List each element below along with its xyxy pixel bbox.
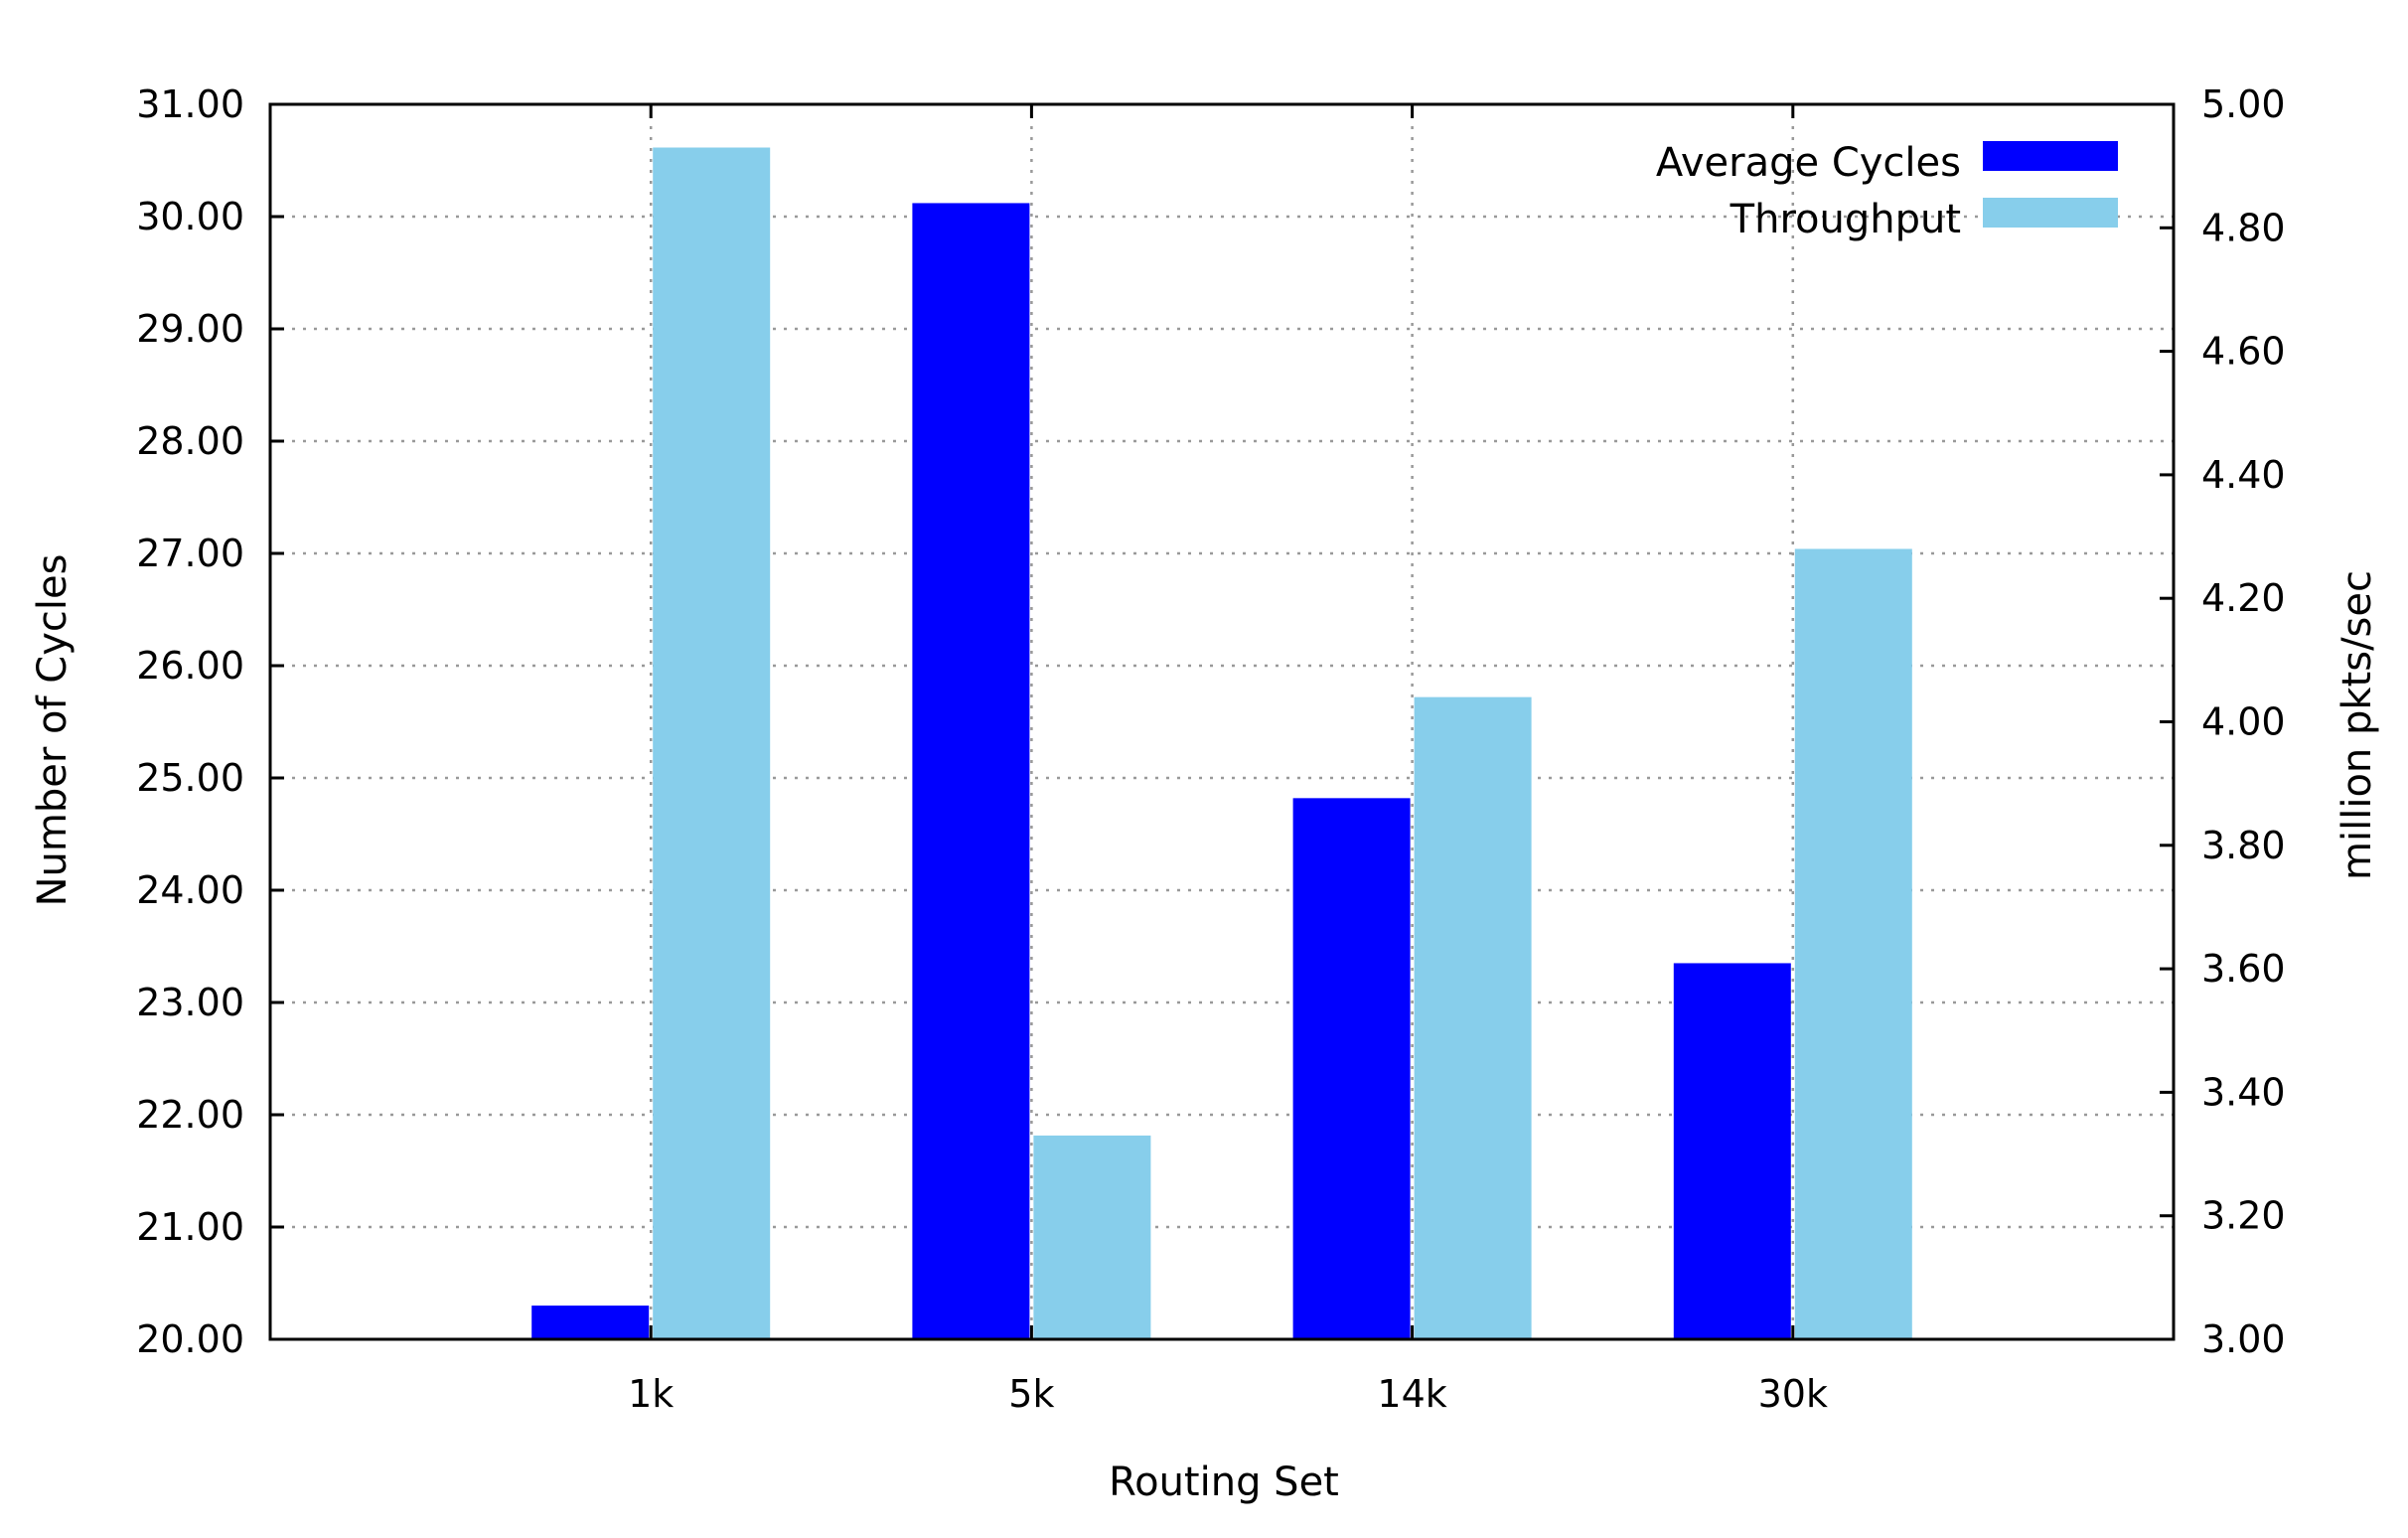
grid-lines bbox=[270, 104, 2174, 1339]
y2-axis-tick-labels: 3.00 3.20 3.40 3.60 3.80 4.00 4.20 4.40 4.60 4.80… bbox=[2201, 82, 2286, 1361]
y-tick-label: 28.00 bbox=[136, 419, 244, 463]
y2-tick-label: 4.60 bbox=[2201, 330, 2286, 374]
x-axis-title: Routing Set bbox=[1109, 1460, 1339, 1505]
y2-tick-label: 4.40 bbox=[2201, 453, 2286, 497]
y2-axis-title: million pkts/sec bbox=[2334, 570, 2380, 880]
y-tick-label: 24.00 bbox=[136, 868, 244, 912]
axis-ticks bbox=[270, 102, 2174, 1341]
y2-tick-label: 4.80 bbox=[2201, 206, 2286, 249]
y-tick-label: 20.00 bbox=[136, 1317, 244, 1361]
legend-swatch-average-cycles bbox=[1983, 141, 2118, 171]
bar-throughput-1k bbox=[653, 147, 771, 1339]
y2-tick-label: 3.00 bbox=[2201, 1317, 2286, 1361]
y-axis-title: Number of Cycles bbox=[30, 554, 75, 907]
y-tick-label: 30.00 bbox=[136, 195, 244, 238]
bar-average-cycles-5k bbox=[912, 203, 1030, 1340]
y-tick-label: 26.00 bbox=[136, 644, 244, 688]
y2-tick-label: 3.60 bbox=[2201, 947, 2286, 991]
y2-tick-label: 3.20 bbox=[2201, 1194, 2286, 1238]
x-tick-label: 30k bbox=[1758, 1372, 1828, 1416]
bar-throughput-5k bbox=[1033, 1135, 1151, 1339]
bars bbox=[531, 147, 1912, 1340]
bar-throughput-14k bbox=[1414, 696, 1532, 1339]
x-tick-label: 1k bbox=[628, 1372, 674, 1416]
y-tick-label: 29.00 bbox=[136, 307, 244, 351]
x-tick-label: 14k bbox=[1377, 1372, 1446, 1416]
bar-average-cycles-30k bbox=[1673, 963, 1791, 1339]
x-tick-label: 5k bbox=[1008, 1372, 1054, 1416]
x-axis-tick-labels: 1k 5k 14k 30k bbox=[628, 1372, 1828, 1416]
y-tick-label: 27.00 bbox=[136, 532, 244, 575]
y2-tick-label: 3.40 bbox=[2201, 1070, 2286, 1114]
legend-label-average-cycles: Average Cycles bbox=[1656, 140, 1961, 186]
bar-average-cycles-1k bbox=[531, 1306, 650, 1339]
legend: Average Cycles Throughput bbox=[1656, 140, 2118, 242]
y-tick-label: 25.00 bbox=[136, 756, 244, 800]
bar-average-cycles-14k bbox=[1292, 798, 1411, 1339]
y2-tick-label: 3.80 bbox=[2201, 824, 2286, 867]
y-axis-tick-labels: 20.00 21.00 22.00 23.00 24.00 25.00 26.00 27.00… bbox=[136, 82, 244, 1361]
legend-label-throughput: Throughput bbox=[1730, 197, 1961, 242]
y-tick-label: 21.00 bbox=[136, 1205, 244, 1249]
y2-tick-label: 5.00 bbox=[2201, 82, 2286, 126]
bar-throughput-30k bbox=[1794, 548, 1912, 1339]
y2-tick-label: 4.00 bbox=[2201, 700, 2286, 744]
y-tick-label: 22.00 bbox=[136, 1093, 244, 1137]
legend-swatch-throughput bbox=[1983, 198, 2118, 228]
y2-tick-label: 4.20 bbox=[2201, 576, 2286, 620]
y-tick-label: 31.00 bbox=[136, 82, 244, 126]
y-tick-label: 23.00 bbox=[136, 981, 244, 1024]
